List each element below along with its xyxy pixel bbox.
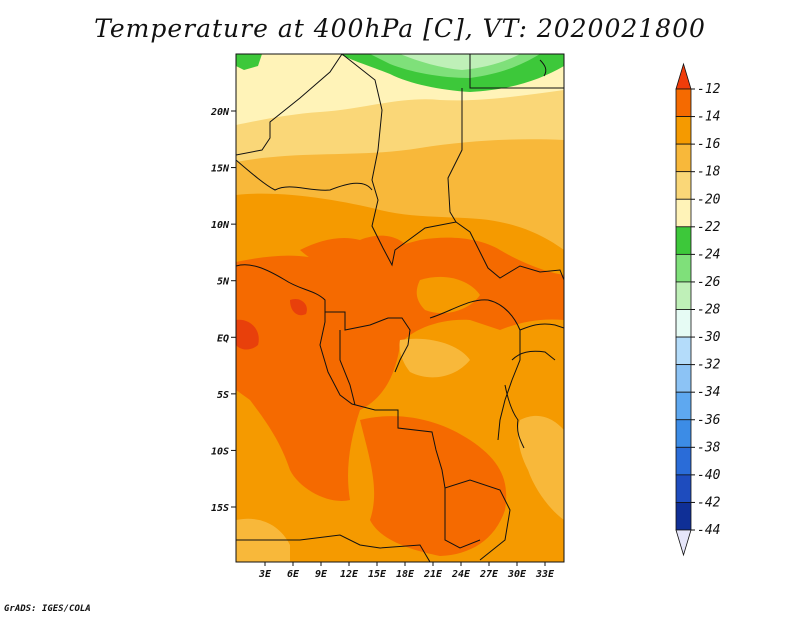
coast-ne — [539, 59, 547, 77]
colorbar-box — [675, 364, 692, 393]
colorbar-box — [675, 198, 692, 228]
longitude-axis: 3E 6E 9E 12E 15E 18E 21E 24E 27E 30E 33E — [258, 562, 555, 580]
colorbar-box — [675, 281, 692, 310]
colorbar-label: -20 — [697, 192, 721, 207]
colorbar-box — [675, 309, 692, 338]
colorbar-label: -32 — [697, 358, 721, 373]
colorbar-box — [675, 116, 692, 145]
colorbar-label: -36 — [697, 413, 721, 428]
colorbar-box — [675, 474, 692, 503]
colorbar-box — [675, 336, 692, 366]
lon-tick-label: 6E — [287, 569, 300, 580]
lon-tick-label: 27E — [479, 569, 499, 580]
map-frame — [235, 53, 565, 563]
border-line-3 — [236, 159, 373, 191]
lon-tick-label: 12E — [340, 569, 359, 580]
border-line-1 — [341, 54, 564, 281]
colorbar: -12 -14 -16 -18 -20 -22 -24 -26 -28 -30 -32 -34 -36 -… — [675, 62, 721, 557]
colorbar-bottom-arrow — [675, 529, 692, 557]
colorbar-label: -40 — [697, 468, 721, 483]
band-16-18-east — [517, 415, 564, 520]
lat-tick-label: 10N — [211, 220, 230, 231]
colorbar-label: -24 — [697, 247, 720, 262]
lat-tick-label: 10S — [211, 446, 229, 457]
colorbar-label: -30 — [697, 330, 721, 345]
band-26-28 — [400, 54, 520, 70]
border-line-5 — [447, 88, 463, 223]
colorbar-box — [675, 143, 692, 173]
colorbar-box — [675, 226, 692, 255]
colorbar-label: -22 — [697, 220, 721, 235]
border-line-7 — [339, 330, 356, 406]
band-12-14-north — [300, 235, 410, 270]
country-borders — [236, 54, 564, 562]
lat-tick-label: EQ — [217, 333, 229, 344]
colorbar-label: -28 — [697, 303, 721, 318]
lon-tick-label: 9E — [315, 569, 328, 580]
colorbar-label: -26 — [697, 275, 721, 290]
grads-credit: GrADS: IGES/COLA — [4, 604, 91, 614]
colorbar-top-arrow — [675, 62, 692, 90]
colorbar-box — [675, 391, 692, 421]
colorbar-label: -44 — [697, 523, 720, 538]
map-title: Temperature at 400hPa [C], VT: 202002180… — [94, 14, 706, 43]
colorbar-label: -18 — [697, 165, 721, 180]
colorbar-box — [675, 446, 692, 476]
colorbar-box — [675, 419, 692, 448]
lake-outline-2 — [504, 384, 525, 449]
border-line-10 — [444, 488, 481, 549]
lon-tick-label: 33E — [535, 569, 555, 580]
border-line-2 — [236, 54, 343, 156]
band-16-18-patch1 — [399, 338, 470, 378]
lon-tick-label: 21E — [423, 569, 443, 580]
colorbar-box — [675, 253, 692, 283]
border-line-11 — [236, 534, 431, 562]
colorbar-label: -14 — [697, 110, 720, 125]
colorbar-label: -42 — [697, 495, 721, 510]
lat-tick-label: 5S — [217, 390, 229, 401]
lon-tick-label: 18E — [396, 569, 415, 580]
band-12-14-south — [360, 416, 507, 556]
border-line-4 — [469, 54, 564, 89]
border-line-6 — [325, 311, 411, 373]
band-12-14-west — [236, 237, 564, 501]
band-22-24-west — [236, 54, 262, 70]
lon-tick-label: 24E — [451, 569, 471, 580]
lat-tick-label: 15N — [211, 164, 230, 175]
colorbar-box — [675, 88, 692, 117]
colorbar-label: -34 — [697, 385, 720, 400]
band-gt12-patch1 — [236, 319, 259, 350]
colorbar-label: -38 — [697, 440, 721, 455]
temperature-field — [236, 54, 564, 562]
lon-tick-label: 3E — [258, 569, 272, 580]
band-gt12-patch2 — [290, 298, 307, 316]
lat-tick-label: 20N — [210, 107, 230, 118]
border-line-9 — [519, 323, 564, 331]
colorbar-box — [675, 171, 692, 200]
colorbar-box — [675, 502, 692, 531]
lon-tick-label: 30E — [507, 569, 527, 580]
latitude-axis: 20N 15N 10N 5N EQ 5S 10S 15S — [210, 107, 236, 514]
lon-tick-label: 15E — [368, 569, 387, 580]
lat-tick-label: 5N — [217, 277, 230, 288]
colorbar-label: -12 — [697, 82, 721, 97]
lake-outline-1 — [511, 350, 556, 361]
colorbar-label: -16 — [697, 137, 721, 152]
lat-tick-label: 15S — [211, 503, 229, 514]
coastline-west — [236, 264, 511, 561]
